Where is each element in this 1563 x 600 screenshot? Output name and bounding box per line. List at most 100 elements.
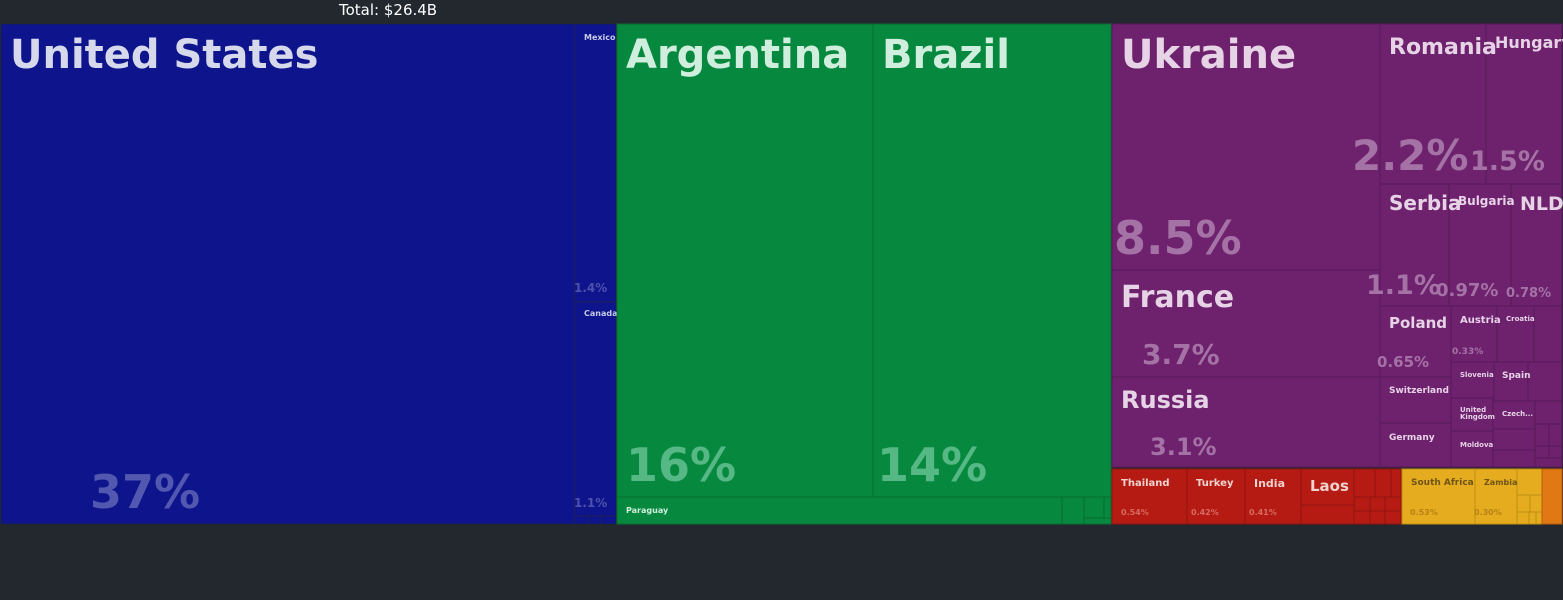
pct-india: 0.41% (1249, 508, 1277, 517)
tile-small-as-8[interactable] (1353, 510, 1371, 525)
label-turkey: Turkey (1196, 478, 1234, 489)
tile-small-af-5[interactable] (1528, 511, 1537, 525)
tile-small-na-2[interactable] (588, 515, 602, 525)
tile-small-eu-7[interactable] (1548, 423, 1563, 447)
tile-turkey[interactable] (1186, 468, 1246, 525)
tile-small-eu-6[interactable] (1534, 423, 1550, 447)
tile-paraguay[interactable] (616, 496, 1063, 525)
pct-russia: 3.1% (1150, 433, 1217, 461)
tile-united-states[interactable] (0, 23, 576, 525)
label-austria: Austria (1460, 315, 1501, 326)
tile-laos[interactable] (1300, 468, 1355, 506)
tile-nld[interactable] (1510, 183, 1563, 307)
pct-nld: 0.78% (1506, 286, 1551, 301)
tile-small-as-3[interactable] (1374, 468, 1392, 498)
tile-argentina[interactable] (616, 23, 874, 498)
tile-small-eu-2[interactable] (1527, 361, 1563, 402)
tile-romania[interactable] (1379, 23, 1487, 185)
tile-united-kingdom[interactable] (1450, 397, 1494, 432)
tile-mexico[interactable] (574, 23, 617, 303)
tile-small-as-10[interactable] (1384, 510, 1402, 525)
tile-slovenia[interactable] (1450, 361, 1495, 399)
label-ukraine: Ukraine (1121, 32, 1296, 78)
tile-small-na-3[interactable] (600, 515, 617, 525)
tile-south-africa[interactable] (1401, 468, 1476, 525)
tile-croatia[interactable] (1496, 305, 1535, 363)
tile-small-sa-4[interactable] (1083, 517, 1112, 525)
pct-france: 3.7% (1142, 338, 1220, 371)
tile-poland[interactable] (1379, 305, 1452, 378)
tile-small-na-1[interactable] (574, 515, 590, 525)
pct-brazil: 14% (877, 438, 987, 492)
label-india: India (1254, 477, 1285, 490)
tile-small-as-1[interactable] (1300, 504, 1355, 525)
tile-germany[interactable] (1379, 422, 1452, 468)
pct-turkey: 0.42% (1191, 508, 1219, 517)
label-uk-line1: United (1460, 406, 1486, 414)
tile-france[interactable] (1111, 269, 1381, 378)
label-switzerland: Switzerland (1389, 386, 1449, 396)
label-laos: Laos (1310, 477, 1349, 495)
tile-small-as-9[interactable] (1369, 510, 1386, 525)
tile-small-af-6[interactable] (1535, 511, 1543, 525)
tile-small-af-4[interactable] (1516, 511, 1530, 525)
pct-bulgaria: 0.97% (1436, 280, 1498, 301)
tile-other[interactable] (1541, 468, 1563, 525)
tile-switzerland[interactable] (1379, 376, 1452, 424)
tile-small-as-7[interactable] (1384, 496, 1402, 512)
tile-serbia[interactable] (1379, 183, 1450, 307)
group-africa (1401, 468, 1543, 525)
tile-small-as-2[interactable] (1353, 468, 1376, 498)
label-argentina: Argentina (626, 32, 849, 78)
pct-canada: 1.1% (574, 496, 607, 510)
tile-small-af-1[interactable] (1516, 468, 1543, 496)
label-brazil: Brazil (882, 32, 1010, 78)
tile-bulgaria[interactable] (1448, 183, 1512, 307)
tile-canada[interactable] (574, 301, 617, 517)
tile-small-as-6[interactable] (1369, 496, 1386, 512)
tile-small-eu-4[interactable] (1492, 428, 1536, 451)
pct-austria: 0.33% (1452, 347, 1483, 357)
tile-hungary[interactable] (1485, 23, 1563, 185)
group-other (1541, 468, 1563, 525)
label-uk-line2: Kingdom (1460, 413, 1495, 421)
tile-small-sa-3[interactable] (1103, 496, 1112, 519)
tile-ukraine[interactable] (1111, 23, 1381, 271)
tile-austria[interactable] (1450, 305, 1498, 363)
label-germany: Germany (1389, 433, 1435, 443)
label-moldova: Moldova (1460, 441, 1494, 449)
label-bulgaria: Bulgaria (1458, 194, 1515, 208)
tile-india[interactable] (1244, 468, 1302, 525)
pct-hungary: 1.5% (1470, 146, 1545, 177)
pct-poland: 0.65% (1377, 353, 1429, 371)
pct-zambia: 0.30% (1474, 508, 1502, 517)
tile-small-af-2[interactable] (1516, 494, 1531, 513)
tile-moldova[interactable] (1450, 430, 1494, 468)
pct-romania: 2.2% (1352, 131, 1468, 180)
tile-small-as-4[interactable] (1390, 468, 1402, 498)
tile-small-eu-8[interactable] (1534, 445, 1550, 459)
tile-small-af-3[interactable] (1529, 494, 1543, 513)
label-south-africa: South Africa (1411, 478, 1474, 488)
label-united-states: United States (10, 32, 318, 78)
group-europe (1111, 23, 1563, 468)
tile-small-sa-2[interactable] (1083, 496, 1105, 519)
tile-small-eu-9[interactable] (1548, 445, 1563, 459)
tile-small-eu-5[interactable] (1492, 449, 1536, 468)
tile-brazil[interactable] (872, 23, 1112, 498)
tile-czech[interactable] (1492, 400, 1536, 430)
label-poland: Poland (1389, 314, 1447, 332)
tile-thailand[interactable] (1111, 468, 1188, 525)
tile-russia[interactable] (1111, 376, 1381, 468)
label-slovenia: Slovenia (1460, 371, 1494, 379)
pct-thailand: 0.54% (1121, 508, 1149, 517)
tile-small-eu-3[interactable] (1534, 400, 1563, 425)
group-asia (1111, 468, 1402, 525)
label-nld: NLD (1520, 193, 1563, 215)
tile-spain[interactable] (1493, 361, 1529, 402)
tile-small-eu-1[interactable] (1533, 305, 1563, 363)
tile-small-sa-1[interactable] (1061, 496, 1085, 525)
tile-small-as-5[interactable] (1353, 496, 1371, 512)
label-croatia: Croatia (1506, 315, 1535, 323)
tile-small-eu-10[interactable] (1534, 457, 1563, 468)
